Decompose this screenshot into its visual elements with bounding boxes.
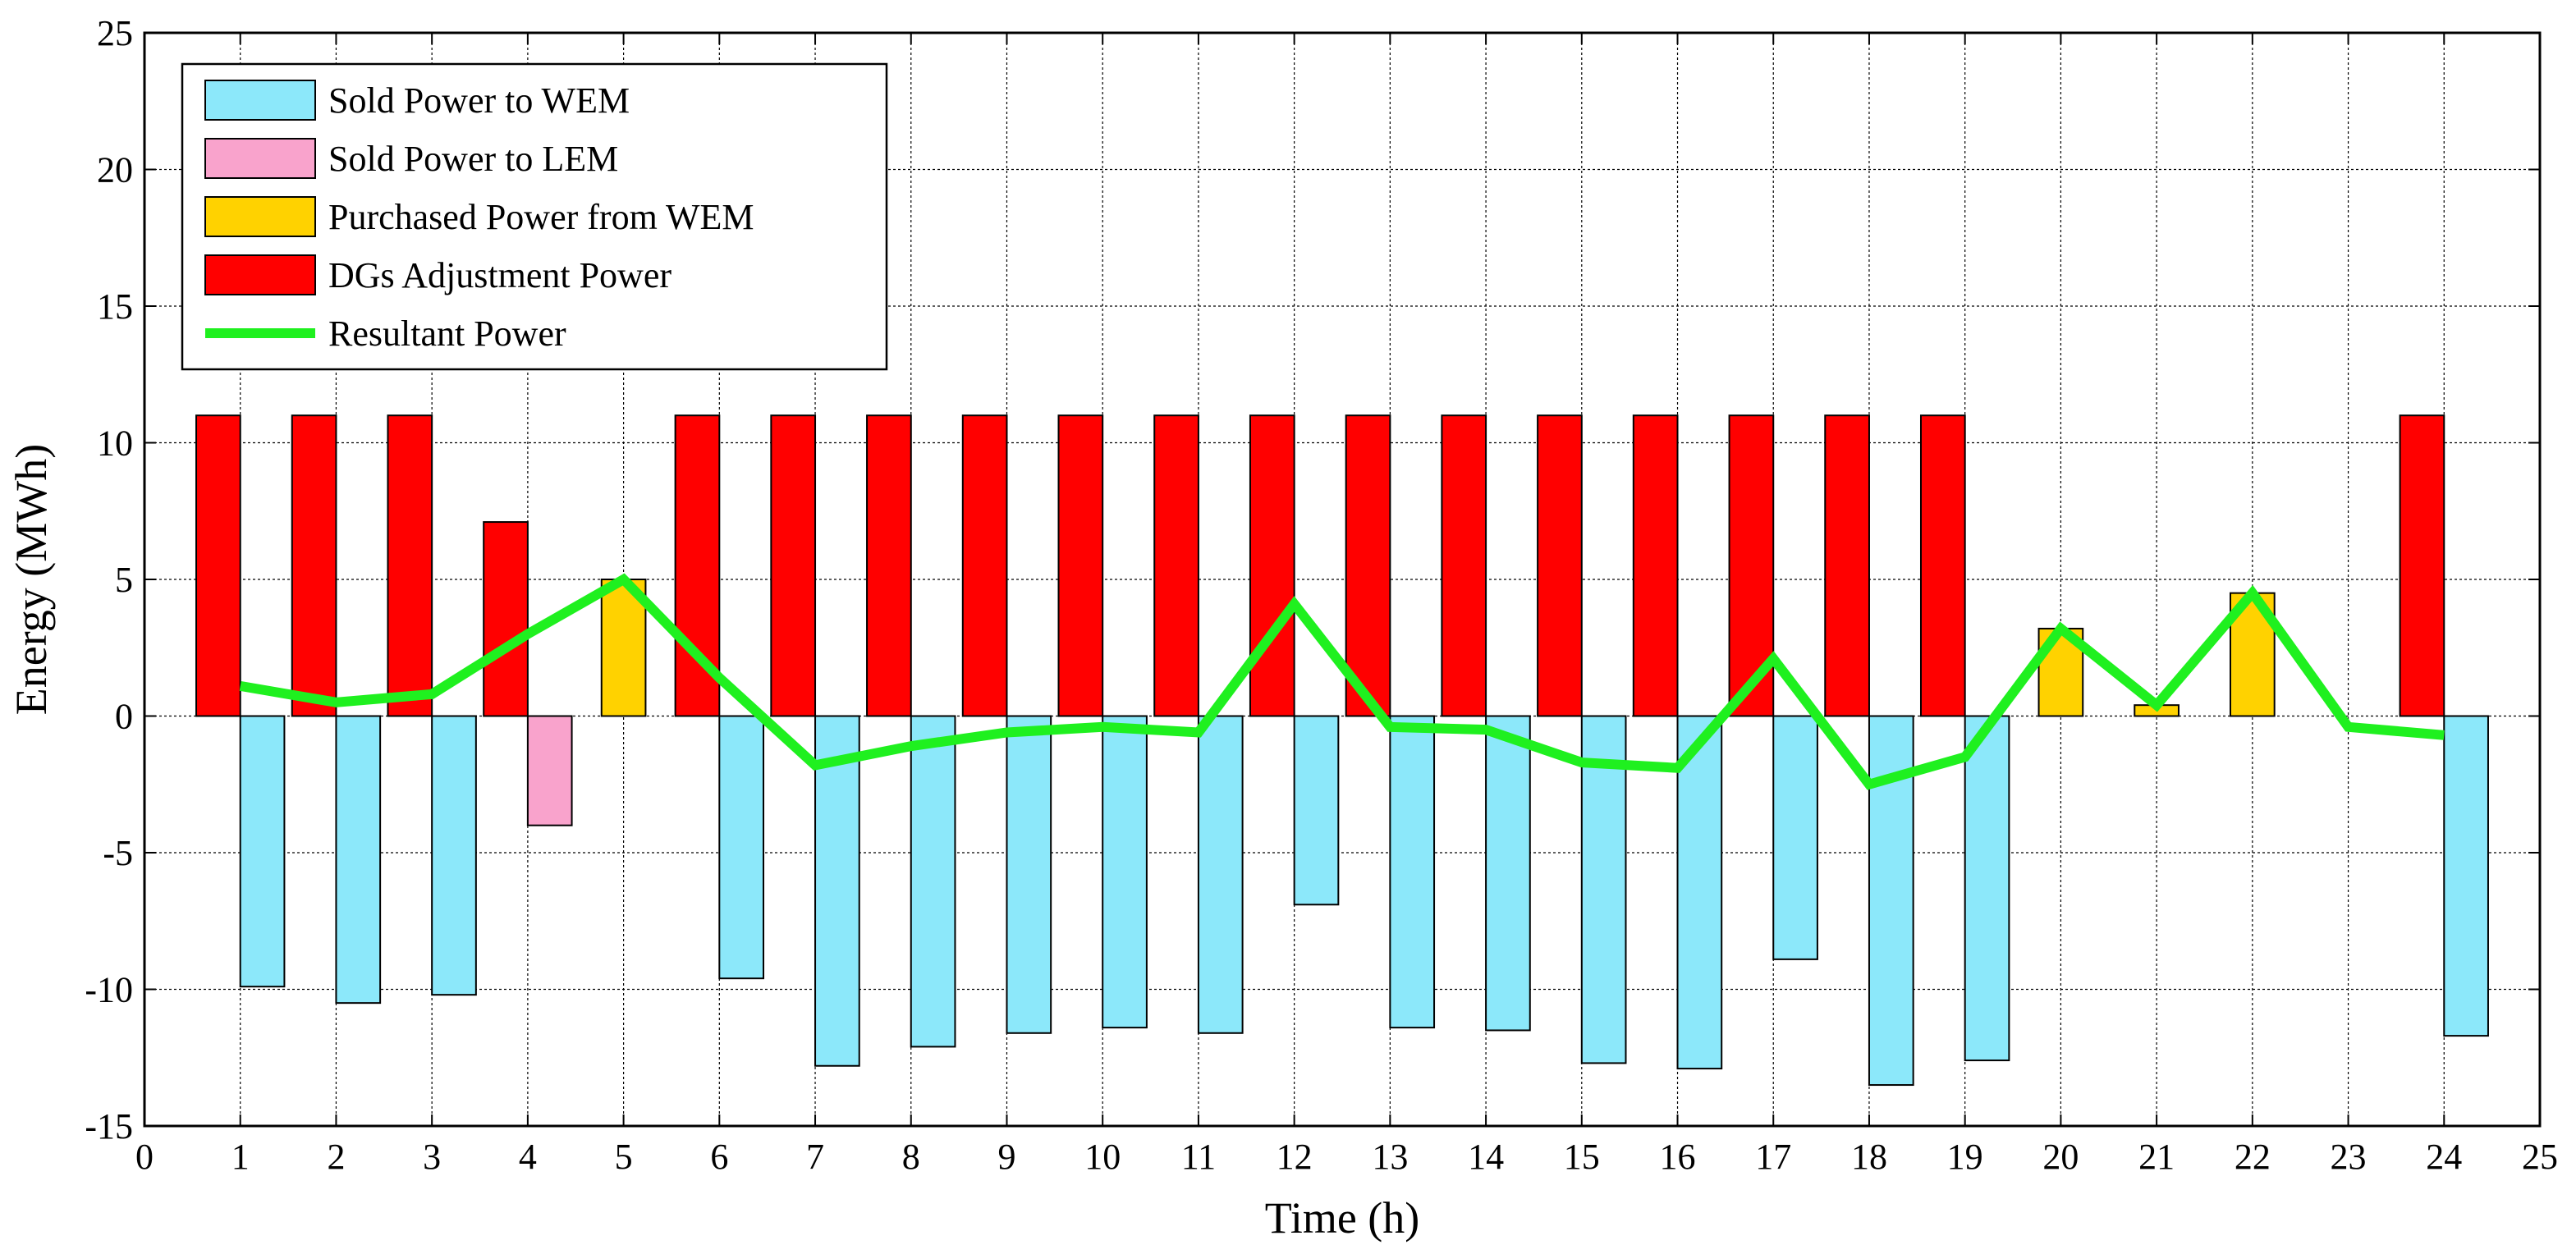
legend-label-resultant-power: Resultant Power: [328, 314, 566, 354]
x-tick-label: 6: [710, 1137, 728, 1177]
y-tick-label: 15: [97, 286, 133, 327]
resultant-power-line: [239, 573, 2445, 790]
x-tick-label: 0: [135, 1137, 154, 1177]
bar-sold-power-to-lem: [526, 715, 573, 826]
y-tick-label: 5: [115, 560, 133, 600]
bar-dgs-adjustment-power: [1441, 414, 1487, 717]
y-tick-label: 10: [97, 423, 133, 464]
legend-swatch-sold-power-to-lem: [204, 138, 316, 179]
y-tick-label: 20: [97, 150, 133, 190]
y-tick-label: -10: [85, 970, 133, 1010]
legend: Sold Power to WEM Sold Power to LEM Purcha…: [181, 62, 888, 371]
bar-dgs-adjustment-power: [1345, 414, 1391, 717]
x-tick-label: 11: [1181, 1137, 1216, 1177]
bar-sold-power-to-wem: [239, 715, 286, 988]
x-axis-title: Time (h): [1265, 1193, 1420, 1243]
x-tick-label: 3: [423, 1137, 441, 1177]
x-tick-label: 22: [2235, 1137, 2271, 1177]
legend-swatch-sold-power-to-wem: [204, 80, 316, 121]
x-tick-label: 12: [1277, 1137, 1313, 1177]
legend-swatch-purchased-power-from-wem: [204, 196, 316, 237]
x-tick-label: 9: [997, 1137, 1015, 1177]
bar-sold-power-to-wem: [1006, 715, 1052, 1034]
bar-sold-power-to-wem: [718, 715, 765, 980]
bar-dgs-adjustment-power: [2399, 414, 2445, 717]
legend-label-dgs-adjustment-power: DGs Adjustment Power: [328, 255, 672, 295]
legend-label-sold-power-to-lem: Sold Power to LEM: [328, 139, 618, 179]
bar-dgs-adjustment-power: [1249, 414, 1295, 717]
bar-dgs-adjustment-power: [483, 521, 529, 717]
bar-dgs-adjustment-power: [961, 414, 1008, 717]
x-tick-label: 23: [2331, 1137, 2367, 1177]
x-tick-label: 19: [1947, 1137, 1983, 1177]
bar-dgs-adjustment-power: [1824, 414, 1870, 717]
bar-sold-power-to-wem: [431, 715, 477, 996]
bar-dgs-adjustment-power: [1632, 414, 1679, 717]
bar-sold-power-to-wem: [1293, 715, 1340, 906]
x-tick-label: 20: [2042, 1137, 2079, 1177]
y-axis-title: Energy (MWh): [7, 444, 56, 715]
x-tick-label: 14: [1468, 1137, 1504, 1177]
x-tick-label: 24: [2426, 1137, 2462, 1177]
bar-dgs-adjustment-power: [866, 414, 912, 717]
y-tick-label: 0: [115, 697, 133, 737]
x-tick-label: 15: [1564, 1137, 1600, 1177]
bar-dgs-adjustment-power: [387, 414, 433, 717]
x-tick-label: 4: [519, 1137, 537, 1177]
bar-sold-power-to-wem: [1485, 715, 1531, 1032]
bar-dgs-adjustment-power: [1919, 414, 1966, 717]
x-tick-label: 17: [1755, 1137, 1791, 1177]
bar-sold-power-to-wem: [1580, 715, 1627, 1064]
y-tick-label: 25: [97, 13, 133, 53]
bar-sold-power-to-wem: [1389, 715, 1436, 1029]
y-tick-label: -5: [103, 833, 133, 873]
x-tick-label: 8: [902, 1137, 920, 1177]
x-tick-label: 25: [2522, 1137, 2558, 1177]
bars: [195, 414, 2489, 1087]
bar-sold-power-to-wem: [2443, 715, 2489, 1037]
bar-dgs-adjustment-power: [1153, 414, 1199, 717]
x-tick-label: 10: [1084, 1137, 1121, 1177]
bar-sold-power-to-wem: [814, 715, 860, 1067]
bar-dgs-adjustment-power: [195, 414, 241, 717]
bar-purchased-power-from-wem: [600, 579, 647, 717]
bar-dgs-adjustment-power: [770, 414, 817, 717]
x-tick-label: 7: [806, 1137, 824, 1177]
x-tick-label: 1: [231, 1137, 250, 1177]
y-tick-label: -15: [85, 1106, 133, 1146]
resultant-power-line-group: [239, 573, 2445, 790]
bar-dgs-adjustment-power: [1057, 414, 1104, 717]
x-tick-label: 18: [1851, 1137, 1887, 1177]
bar-sold-power-to-wem: [1197, 715, 1244, 1034]
x-tick-label: 21: [2138, 1137, 2175, 1177]
bar-sold-power-to-wem: [1102, 715, 1148, 1029]
bar-sold-power-to-wem: [1676, 715, 1723, 1070]
bar-dgs-adjustment-power: [291, 414, 337, 717]
x-tick-label: 2: [327, 1137, 345, 1177]
bar-sold-power-to-wem: [1964, 715, 2010, 1062]
bar-dgs-adjustment-power: [1537, 414, 1583, 717]
axis-ticks: 0 1 2 3 4 5 6 7 8 9 10 11 12 13 14 15 16 17 18 19 20 21 22 23 24…: [85, 13, 2558, 1177]
x-tick-label: 16: [1660, 1137, 1696, 1177]
legend-label-purchased-power-from-wem: Purchased Power from WEM: [328, 197, 754, 237]
x-tick-label: 13: [1372, 1137, 1408, 1177]
legend-swatch-dgs-adjustment-power: [204, 254, 316, 295]
bar-sold-power-to-wem: [910, 715, 956, 1048]
bar-sold-power-to-wem: [1772, 715, 1818, 960]
x-tick-label: 5: [615, 1137, 633, 1177]
legend-label-sold-power-to-wem: Sold Power to WEM: [328, 80, 630, 121]
bar-sold-power-to-wem: [335, 715, 382, 1005]
